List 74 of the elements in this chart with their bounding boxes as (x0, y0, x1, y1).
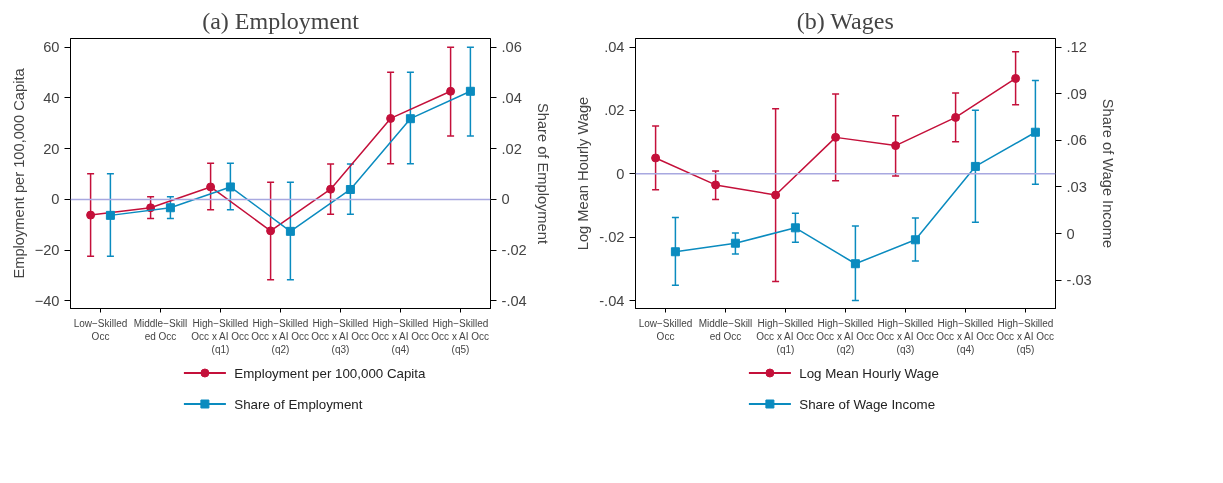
point (266, 226, 276, 236)
point (670, 247, 680, 257)
x-tick-label: Middle−Skill ed Occ (698, 317, 753, 342)
point (1011, 73, 1021, 83)
legend-label: Log Mean Hourly Wage (799, 365, 939, 381)
y2-tick-label: .12 (1066, 39, 1087, 56)
legend-label: Share of Employment (234, 396, 363, 412)
point (1030, 127, 1040, 137)
x-tick-label: Low−Skilled Occ (638, 317, 693, 342)
x-tick-label: High−Skilled Occ x AI Occ (q5) (996, 317, 1055, 355)
y-tick-label: 60 (43, 39, 60, 56)
y-tick-label: -.02 (599, 229, 625, 246)
x-tick-label: High−Skilled Occ x AI Occ (q1) (756, 317, 815, 355)
point (790, 223, 800, 233)
x-tick-label: High−Skilled Occ x AI Occ (q1) (191, 317, 250, 355)
y2-tick-label: .04 (501, 89, 522, 106)
point (771, 190, 781, 200)
point (831, 132, 841, 142)
point (105, 210, 115, 220)
point (206, 182, 216, 192)
y2-tick-label: 0 (501, 191, 510, 208)
point (970, 161, 980, 171)
y2-tick-label: .06 (501, 39, 522, 56)
y2-tick-label: .06 (1066, 132, 1087, 149)
point (326, 184, 336, 194)
point (285, 226, 295, 236)
y-tick-label: −40 (34, 292, 60, 309)
y2-tick-label: .03 (1066, 178, 1087, 195)
y2-tick-label: -.04 (501, 292, 527, 309)
point (86, 210, 96, 220)
y2-tick-label: 0 (1066, 225, 1075, 242)
point (225, 182, 235, 192)
point (165, 203, 175, 213)
point (951, 112, 961, 122)
point (465, 86, 475, 96)
y2-axis-title: Share of Wage Income (1099, 98, 1116, 249)
y-tick-label: .02 (604, 102, 625, 119)
y-tick-label: −20 (34, 242, 60, 259)
y-tick-label: 40 (43, 89, 60, 106)
y-axis-title: Log Mean Hourly Wage (575, 96, 592, 251)
y-tick-label: 0 (51, 191, 60, 208)
x-tick-label: High−Skilled Occ x AI Occ (q4) (371, 317, 430, 355)
y-tick-label: .04 (604, 39, 625, 56)
y2-tick-label: .02 (501, 140, 522, 157)
y2-axis-title: Share of Employment (534, 103, 551, 244)
point (651, 153, 661, 163)
point (891, 141, 901, 151)
y-axis-title: Employment per 100,000 Capita (10, 67, 27, 279)
x-tick-label: High−Skilled Occ x AI Occ (q5) (431, 317, 490, 355)
y2-tick-label: -.03 (1066, 272, 1092, 289)
point (730, 238, 740, 248)
x-tick-label: High−Skilled Occ x AI Occ (q3) (876, 317, 935, 355)
legend-label: Employment per 100,000 Capita (234, 365, 427, 381)
point (345, 184, 355, 194)
y-tick-label: -.04 (599, 292, 625, 309)
x-tick-label: High−Skilled Occ x AI Occ (q2) (251, 317, 310, 355)
chart-title: (a) Employment (202, 7, 360, 34)
x-tick-label: Middle−Skill ed Occ (133, 317, 188, 342)
chart-title: (b) Wages (796, 7, 894, 34)
legend-label: Share of Wage Income (799, 396, 936, 412)
y2-tick-label: .09 (1066, 85, 1087, 102)
point (386, 113, 396, 123)
point (446, 86, 456, 96)
x-tick-label: High−Skilled Occ x AI Occ (q3) (311, 317, 370, 355)
point (405, 114, 415, 124)
x-tick-label: Low−Skilled Occ (73, 317, 128, 342)
point (910, 235, 920, 245)
x-tick-label: High−Skilled Occ x AI Occ (q4) (936, 317, 995, 355)
y2-tick-label: -.02 (501, 242, 527, 259)
x-tick-label: High−Skilled Occ x AI Occ (q2) (816, 317, 875, 355)
point (711, 180, 721, 190)
y-tick-label: 20 (43, 140, 60, 157)
point (850, 259, 860, 269)
y-tick-label: 0 (616, 165, 625, 182)
